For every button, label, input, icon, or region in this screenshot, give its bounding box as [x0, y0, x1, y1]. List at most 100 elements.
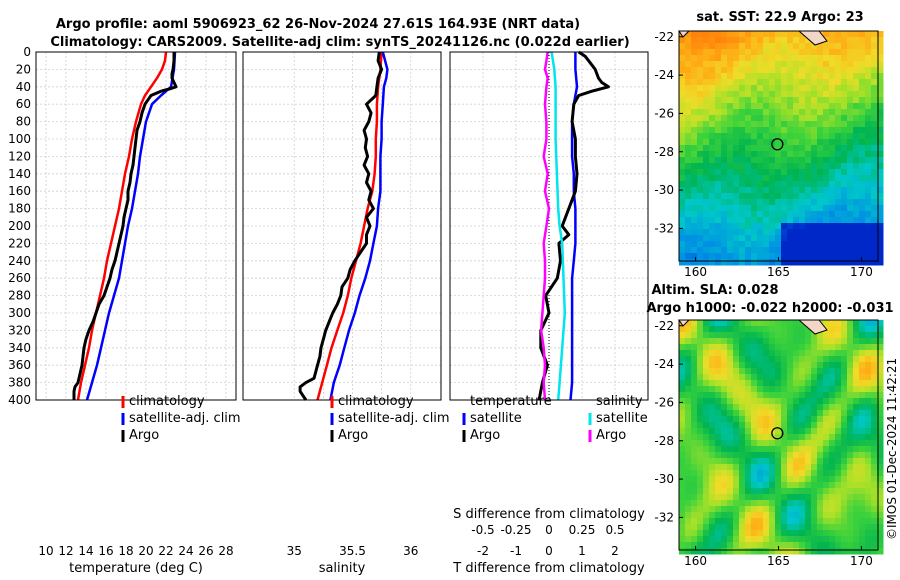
map-cell: [757, 67, 764, 74]
map-cell: [811, 518, 818, 525]
map-cell: [859, 211, 866, 218]
map-cell: [853, 247, 860, 254]
map-cell: [721, 241, 728, 248]
map-cell: [691, 386, 698, 393]
map-cell: [685, 542, 692, 549]
map-cell: [871, 350, 878, 357]
map-cell: [709, 109, 716, 116]
map-cell: [769, 169, 776, 176]
map-cell: [871, 181, 878, 188]
map-cell: [703, 61, 710, 68]
map-cell: [853, 542, 860, 549]
map-cell: [847, 253, 854, 260]
map-cell: [787, 350, 794, 357]
map-cell: [805, 446, 812, 453]
map-cell: [775, 211, 782, 218]
map-cell: [769, 91, 776, 98]
map-cell: [793, 43, 800, 50]
map-cell: [775, 127, 782, 134]
map-cell: [871, 253, 878, 260]
map-cell: [709, 235, 716, 242]
map-cell: [829, 157, 836, 164]
map-cell: [847, 193, 854, 200]
map-cell: [829, 536, 836, 543]
map-cell: [721, 73, 728, 80]
map-cell: [763, 133, 770, 140]
map-cell: [781, 241, 788, 248]
map-cell: [781, 410, 788, 417]
map-cell: [793, 518, 800, 525]
map-cell: [745, 494, 752, 501]
map-cell: [727, 37, 734, 44]
map-cell: [751, 458, 758, 465]
depth-tick-label: 260: [8, 271, 31, 285]
map-cell: [859, 494, 866, 501]
map-cell: [829, 49, 836, 56]
map-cell: [757, 85, 764, 92]
map-cell: [703, 175, 710, 182]
map-cell: [739, 404, 746, 411]
map-cell: [799, 181, 806, 188]
salinity-satellite-line: [329, 51, 389, 401]
map-cell: [739, 350, 746, 357]
map-cell: [817, 446, 824, 453]
map-cell: [787, 368, 794, 375]
map-cell: [709, 169, 716, 176]
map-cell: [745, 470, 752, 477]
map-cell: [871, 422, 878, 429]
map-cell: [805, 482, 812, 489]
map-cell: [775, 368, 782, 375]
map-cell: [751, 253, 758, 260]
map-cell: [817, 374, 824, 381]
salinity-grid: [243, 52, 441, 400]
map-cell: [793, 253, 800, 260]
map-cell: [685, 247, 692, 254]
map-cell: [799, 175, 806, 182]
map-cell: [769, 512, 776, 519]
map-cell: [697, 157, 704, 164]
map-cell: [697, 452, 704, 459]
map-cell: [769, 446, 776, 453]
map-cell: [853, 380, 860, 387]
map-cell: [781, 476, 788, 483]
map-cell: [685, 362, 692, 369]
map-cell: [739, 103, 746, 110]
map-cell: [703, 103, 710, 110]
map-cell: [877, 163, 884, 170]
map-cell: [787, 73, 794, 80]
map-cell: [793, 392, 800, 399]
map-cell: [745, 37, 752, 44]
map-cell: [763, 458, 770, 465]
map-cell: [823, 139, 830, 146]
map-cell: [835, 380, 842, 387]
map-cell: [829, 205, 836, 212]
map-cell: [751, 494, 758, 501]
map-cell: [757, 500, 764, 507]
map-cell: [871, 217, 878, 224]
map-cell: [763, 199, 770, 206]
map-cell: [751, 229, 758, 236]
map-cell: [787, 464, 794, 471]
map-cell: [853, 512, 860, 519]
map-cell: [733, 494, 740, 501]
map-cell: [853, 163, 860, 170]
map-cell: [793, 548, 800, 555]
difference-x-tick: 1: [578, 544, 586, 558]
map-cell: [823, 205, 830, 212]
map-cell: [871, 235, 878, 242]
map-cell: [703, 193, 710, 200]
map-cell: [817, 145, 824, 152]
map-cell: [841, 320, 848, 327]
map-cell: [841, 536, 848, 543]
map-cell: [865, 374, 872, 381]
map-cell: [757, 434, 764, 441]
map-cell: [793, 193, 800, 200]
map-cell: [811, 500, 818, 507]
map-cell: [829, 127, 836, 134]
map-cell: [685, 458, 692, 465]
map-cell: [739, 338, 746, 345]
map-cell: [835, 512, 842, 519]
map-cell: [775, 115, 782, 122]
map-cell: [853, 31, 860, 38]
map-cell: [823, 476, 830, 483]
